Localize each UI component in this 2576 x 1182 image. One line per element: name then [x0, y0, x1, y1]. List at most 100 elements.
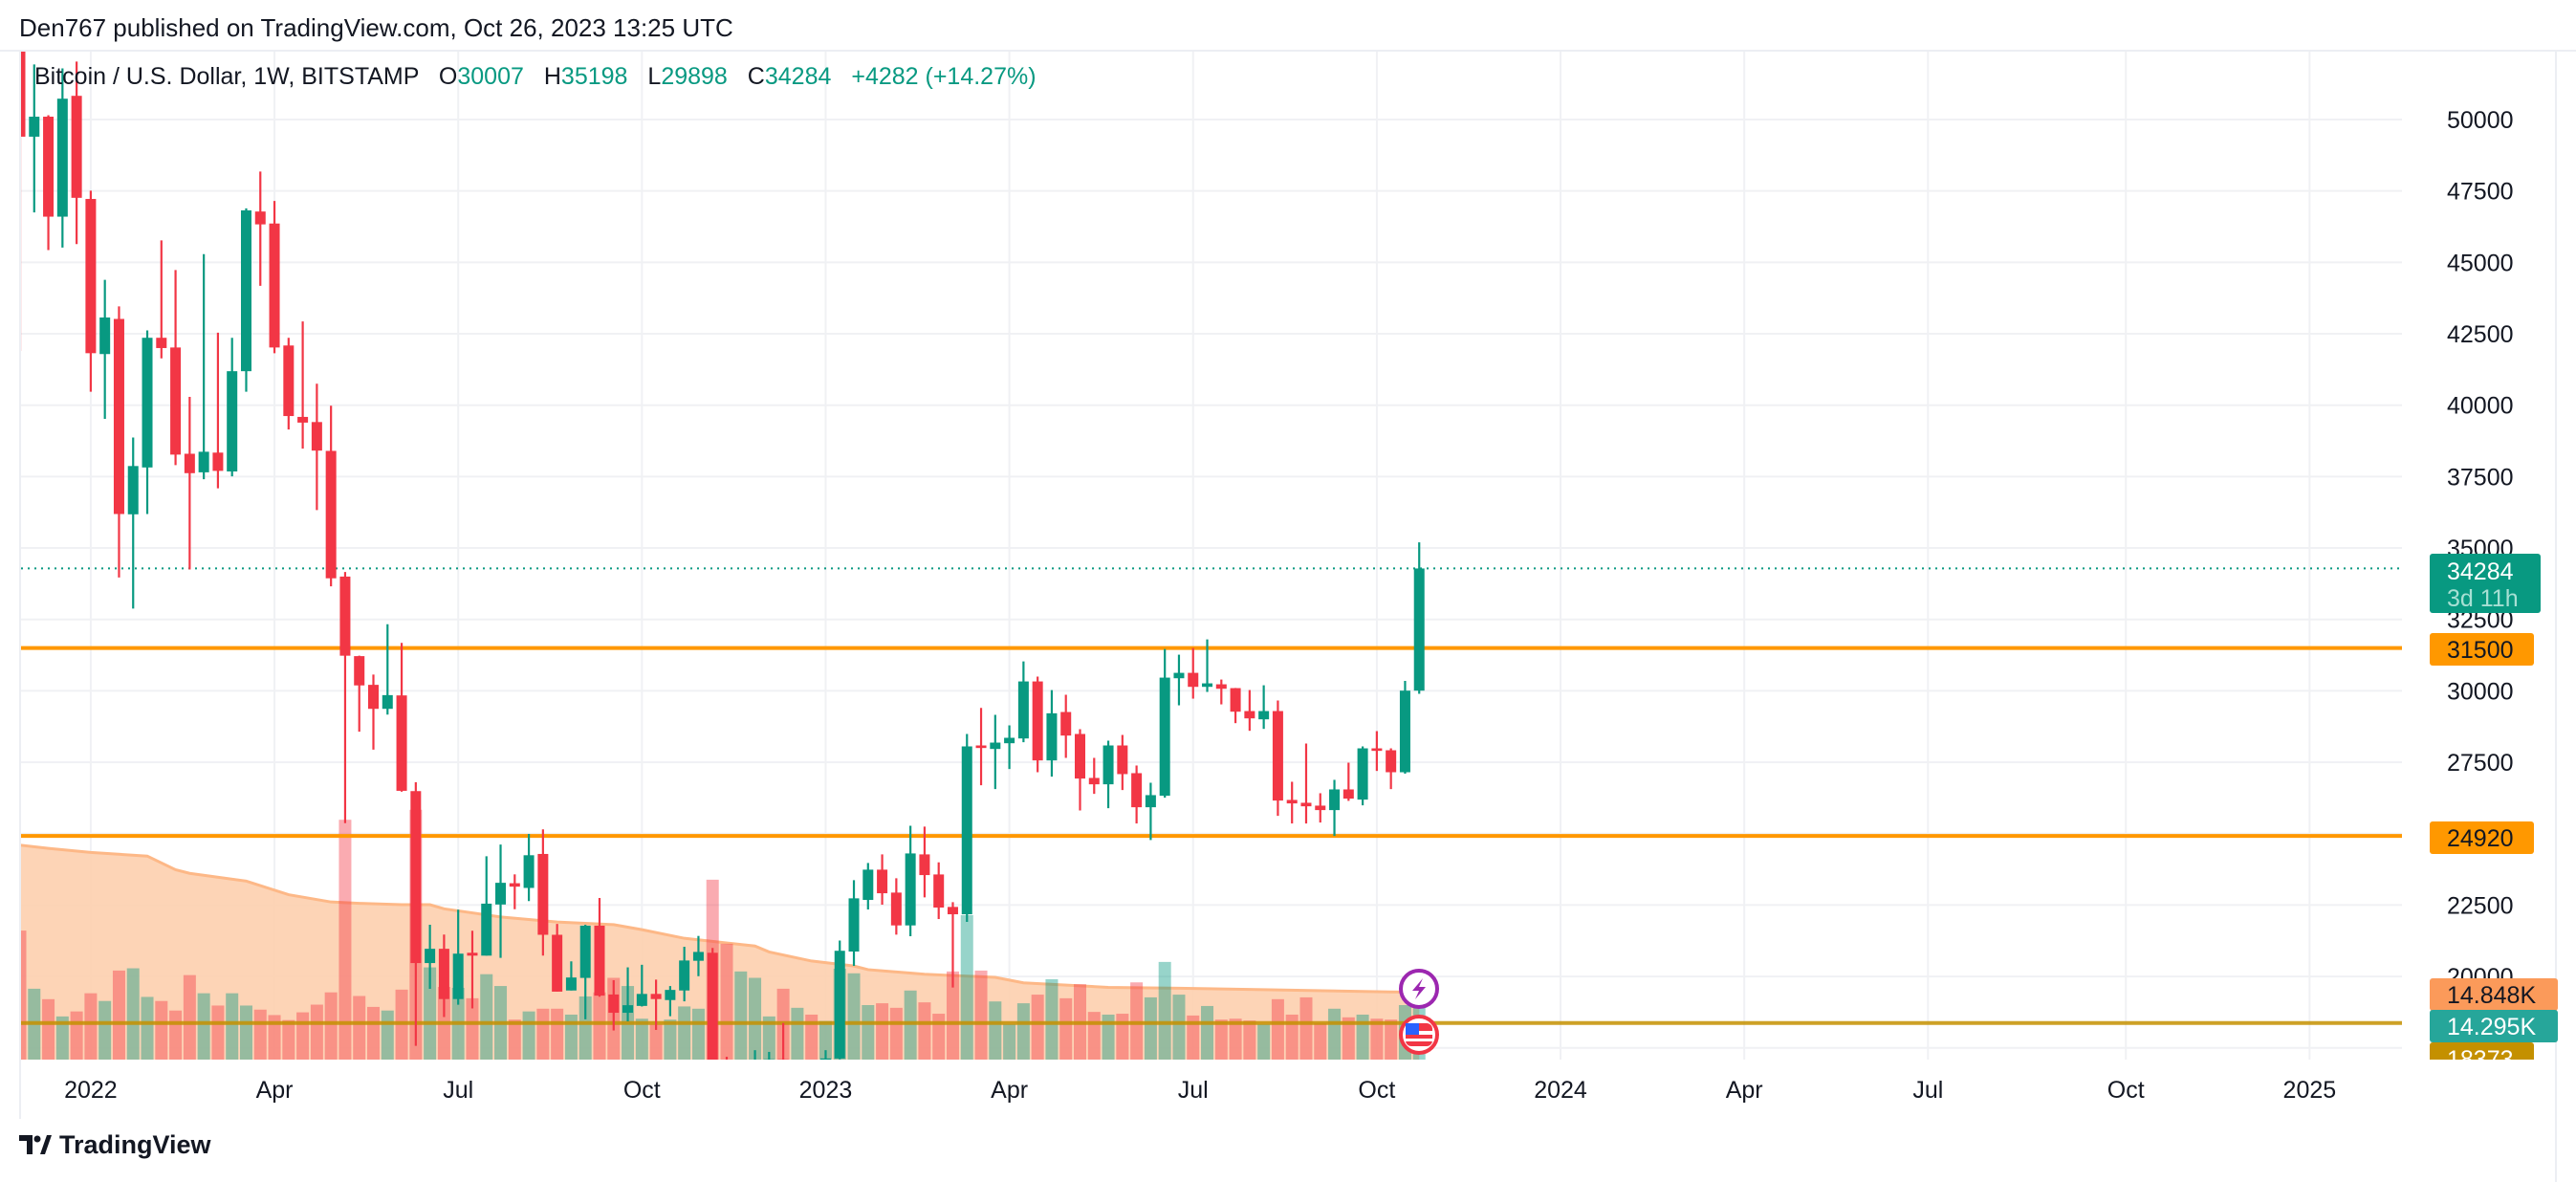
candle-body — [594, 925, 605, 996]
candle-body — [1230, 688, 1241, 712]
candle-body — [240, 209, 251, 372]
volume-pane — [21, 809, 1426, 1060]
volume-bar — [381, 1010, 394, 1060]
candle — [1315, 793, 1326, 823]
candle-body — [537, 853, 549, 935]
volume-bar — [989, 1001, 1002, 1060]
tradingview-logo-icon[interactable] — [19, 1134, 52, 1156]
candle — [1300, 743, 1312, 824]
volume-bar — [1187, 1015, 1200, 1060]
symbol-title[interactable]: Bitcoin / U.S. Dollar, 1W, BITSTAMP — [34, 63, 419, 90]
candle-body — [71, 96, 82, 198]
volume-bar — [1328, 1008, 1342, 1060]
candle — [142, 330, 153, 514]
candle-body — [21, 52, 26, 137]
candle — [1343, 762, 1354, 801]
volume-bar — [1356, 1014, 1369, 1060]
candle-body — [509, 883, 520, 887]
candle-body — [692, 952, 704, 961]
candle-body — [1399, 690, 1410, 773]
volume-bar — [734, 971, 748, 1060]
candle — [212, 332, 224, 489]
time-axis[interactable]: 2022 Apr Jul Oct 2023 Apr Jul Oct 2024 Apr Jul Oct 2… — [64, 1077, 2336, 1104]
volume-bar — [21, 930, 27, 1060]
candle — [1060, 694, 1072, 758]
price-tick-label: 40000 — [2447, 393, 2514, 420]
candle — [919, 826, 930, 898]
volume-bar — [1172, 995, 1186, 1060]
candle-body — [452, 953, 464, 999]
candle — [1244, 690, 1255, 732]
candle — [1145, 782, 1156, 841]
time-tick-label: Jul — [1178, 1077, 1209, 1104]
candle — [1258, 685, 1270, 730]
candle-body — [368, 685, 379, 710]
candle-body — [354, 656, 365, 686]
volume-bar — [42, 998, 55, 1060]
candle — [636, 964, 647, 1007]
candle — [565, 961, 577, 991]
volume-bar — [253, 1009, 267, 1060]
candle-body — [877, 869, 888, 894]
candle — [339, 572, 351, 823]
candle — [113, 306, 124, 578]
volume-bar — [1314, 1023, 1327, 1060]
candle-body — [254, 211, 266, 225]
candle — [198, 253, 209, 480]
candle — [396, 643, 407, 792]
candle-body — [552, 934, 563, 992]
volume-bar — [98, 1000, 112, 1060]
volume-bar — [183, 974, 196, 1060]
candle-body — [1300, 802, 1312, 807]
candle — [283, 338, 295, 430]
candle-body — [1088, 777, 1100, 785]
volume-current-box — [2430, 1010, 2558, 1042]
candle-body — [1215, 684, 1227, 690]
level-gold-box — [2430, 1042, 2534, 1060]
price-tick-label: 30000 — [2447, 678, 2514, 705]
candle — [156, 240, 167, 359]
candle-body — [156, 338, 167, 348]
candle-body — [311, 422, 322, 451]
level-upper-box — [2430, 633, 2534, 666]
candle — [947, 902, 958, 988]
header-divider — [0, 50, 2576, 52]
volume-bar — [1144, 996, 1157, 1060]
lightning-icon[interactable] — [1399, 969, 1439, 1009]
candle — [227, 338, 238, 477]
candle-body — [1357, 748, 1368, 800]
time-tick-label: 2024 — [1534, 1077, 1587, 1104]
volume-bar — [211, 1005, 225, 1060]
candle — [1413, 542, 1425, 694]
volume-bar — [310, 1004, 323, 1060]
candle — [467, 930, 478, 1009]
candle — [425, 925, 436, 989]
candle — [665, 986, 676, 1017]
candle — [1102, 740, 1114, 809]
candle — [725, 1057, 729, 1060]
level-gold-label: 18373 — [2447, 1046, 2514, 1073]
candle — [608, 979, 620, 1031]
candle-body — [1329, 789, 1341, 811]
price-axis[interactable]: 2000022500275003000032500350003750040000… — [2447, 107, 2514, 991]
candle — [1004, 725, 1015, 770]
volume-bar — [1116, 1014, 1129, 1060]
publish-info: Den767 published on TradingView.com, Oct… — [19, 13, 733, 42]
candle-body — [650, 994, 662, 999]
price-tick-label: 47500 — [2447, 179, 2514, 206]
tradingview-brand[interactable]: TradingView — [59, 1130, 211, 1159]
us-flag-icon[interactable] — [1399, 1015, 1439, 1055]
volume-bar — [338, 820, 352, 1060]
candle-body — [735, 1079, 746, 1083]
candle — [170, 270, 182, 466]
volume-bar — [678, 1006, 691, 1060]
candle-body — [1159, 677, 1170, 797]
symbol-legend: Bitcoin / U.S. Dollar, 1W, BITSTAMP O300… — [34, 63, 1037, 91]
volume-bar — [112, 970, 125, 1060]
candle-body — [142, 338, 153, 468]
plot-area[interactable] — [14, 0, 2403, 1105]
low-label: L — [647, 63, 662, 90]
candle — [707, 948, 718, 1060]
candle — [975, 708, 987, 786]
